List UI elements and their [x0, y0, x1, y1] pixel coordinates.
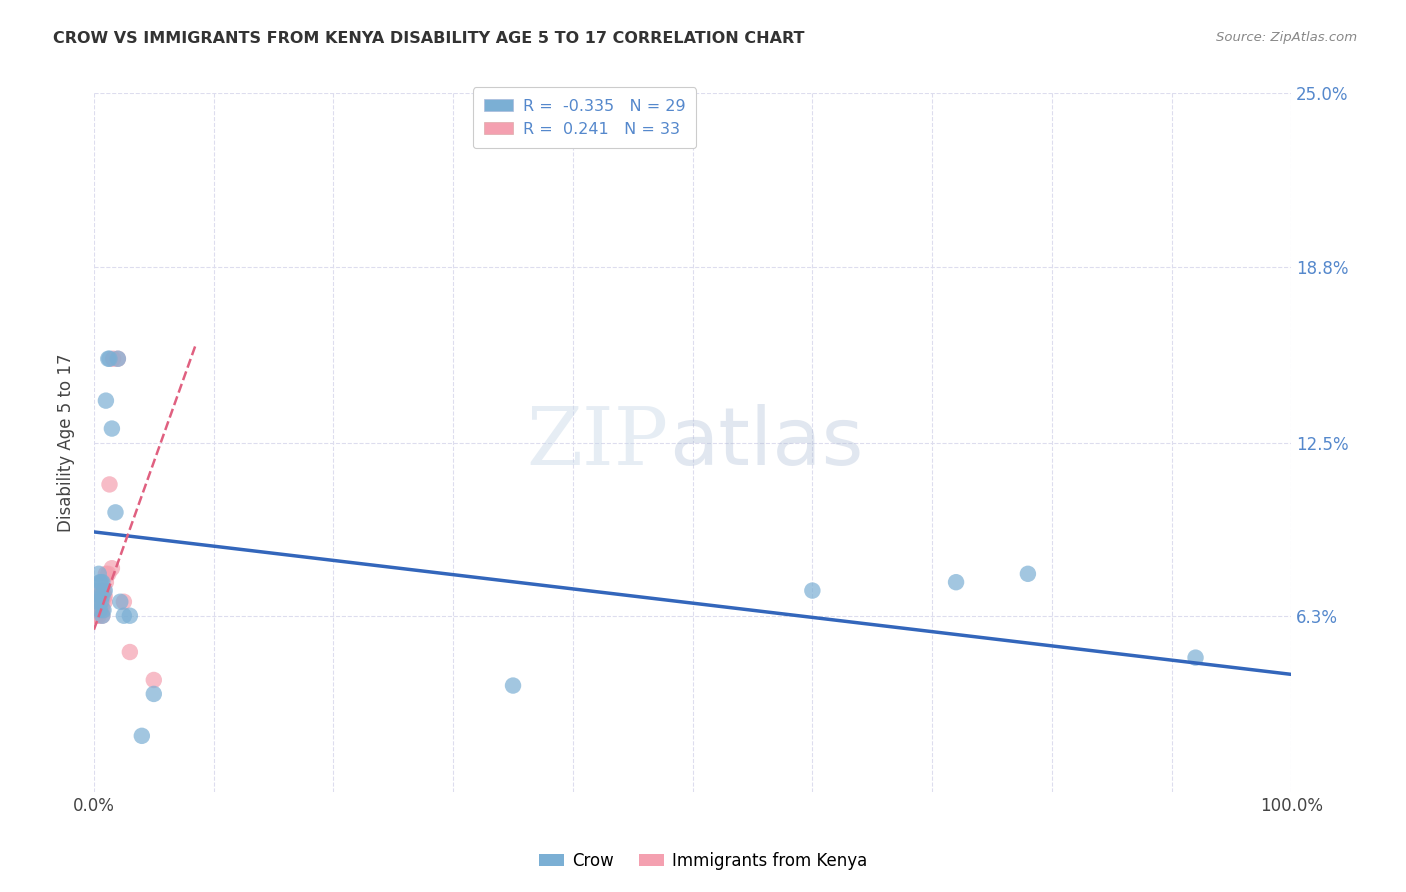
Point: [97, 566, 120, 581]
Point: [1017, 566, 1039, 581]
Point: [90, 575, 112, 590]
Point: [93, 583, 115, 598]
Point: [142, 687, 165, 701]
Point: [94, 575, 117, 590]
Point: [98, 351, 121, 366]
Point: [801, 583, 824, 598]
Point: [90, 589, 112, 603]
Point: [101, 351, 124, 366]
Text: CROW VS IMMIGRANTS FROM KENYA DISABILITY AGE 5 TO 17 CORRELATION CHART: CROW VS IMMIGRANTS FROM KENYA DISABILITY…: [53, 31, 804, 46]
Point: [86, 595, 108, 609]
Legend: R =  -0.335   N = 29, R =  0.241   N = 33: R = -0.335 N = 29, R = 0.241 N = 33: [472, 87, 696, 148]
Point: [142, 673, 165, 687]
Point: [107, 351, 129, 366]
Legend: Crow, Immigrants from Kenya: Crow, Immigrants from Kenya: [531, 846, 875, 877]
Point: [89, 595, 111, 609]
Point: [93, 595, 115, 609]
Y-axis label: Disability Age 5 to 17: Disability Age 5 to 17: [58, 353, 75, 532]
Point: [118, 645, 141, 659]
Point: [86, 603, 108, 617]
Point: [86, 608, 108, 623]
Point: [110, 595, 132, 609]
Text: Source: ZipAtlas.com: Source: ZipAtlas.com: [1216, 31, 1357, 45]
Point: [89, 575, 111, 590]
Point: [118, 608, 141, 623]
Point: [90, 595, 112, 609]
Point: [1184, 650, 1206, 665]
Point: [91, 575, 114, 590]
Point: [89, 603, 111, 617]
Point: [94, 566, 117, 581]
Point: [86, 589, 108, 603]
Point: [91, 603, 114, 617]
Point: [101, 561, 124, 575]
Point: [101, 421, 124, 435]
Point: [97, 351, 120, 366]
Point: [91, 595, 114, 609]
Point: [89, 603, 111, 617]
Point: [87, 583, 110, 598]
Point: [86, 595, 108, 609]
Point: [502, 679, 524, 693]
Point: [112, 595, 135, 609]
Text: atlas: atlas: [669, 403, 863, 482]
Point: [89, 583, 111, 598]
Point: [91, 608, 114, 623]
Point: [89, 589, 111, 603]
Point: [87, 608, 110, 623]
Point: [90, 603, 112, 617]
Point: [90, 595, 112, 609]
Point: [93, 583, 115, 598]
Point: [86, 603, 108, 617]
Point: [98, 477, 121, 491]
Point: [107, 351, 129, 366]
Point: [87, 566, 110, 581]
Point: [86, 595, 108, 609]
Point: [112, 608, 135, 623]
Text: ZIP: ZIP: [527, 403, 669, 482]
Point: [91, 608, 114, 623]
Point: [91, 589, 114, 603]
Point: [87, 603, 110, 617]
Point: [945, 575, 967, 590]
Point: [131, 729, 153, 743]
Point: [93, 603, 115, 617]
Point: [93, 589, 115, 603]
Point: [94, 393, 117, 408]
Point: [84, 608, 107, 623]
Point: [104, 505, 127, 519]
Point: [89, 589, 111, 603]
Point: [93, 589, 115, 603]
